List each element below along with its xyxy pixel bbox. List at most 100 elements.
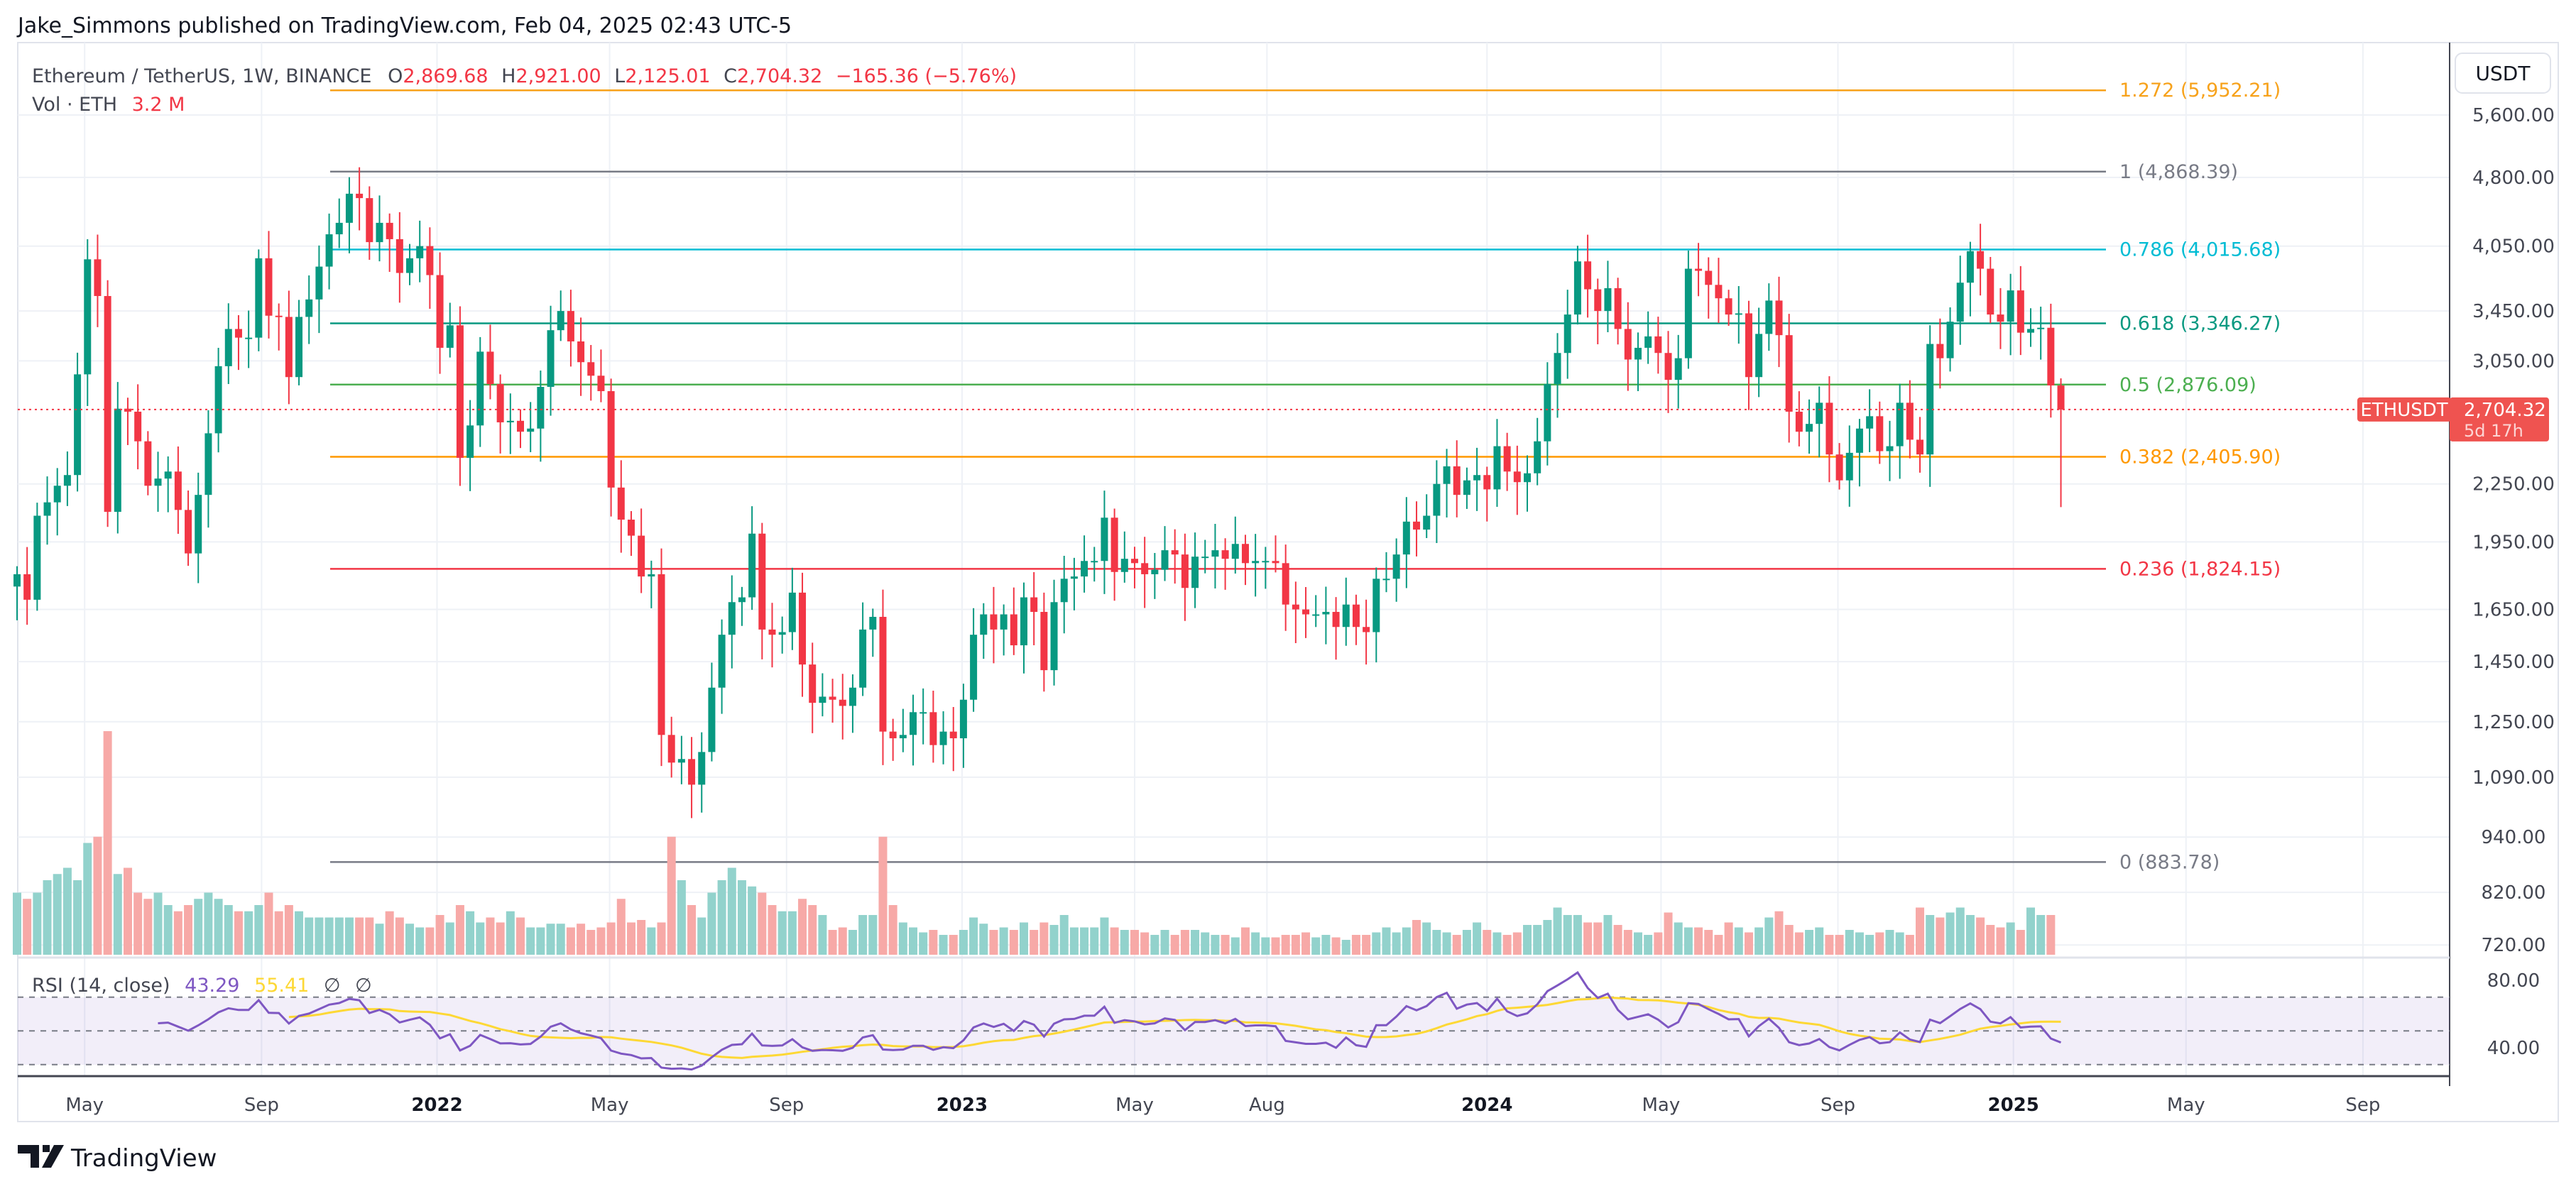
candle-body[interactable] bbox=[1926, 344, 1934, 455]
candle-body[interactable] bbox=[1573, 261, 1581, 315]
candle-body[interactable] bbox=[1584, 261, 1592, 290]
candle-body[interactable] bbox=[245, 337, 253, 339]
candle-body[interactable] bbox=[486, 351, 494, 385]
candle-body[interactable] bbox=[1302, 609, 1310, 615]
candle-body[interactable] bbox=[1332, 612, 1340, 628]
candle-body[interactable] bbox=[1453, 466, 1461, 495]
fib-retracement[interactable]: 1.272 (5,952.21) 1 (4,868.39) 0.786 (4,015… bbox=[330, 80, 2281, 873]
time-axis[interactable]: May Sep 2022 May Sep 2023 May Aug 2024 May Sep 2025… bbox=[65, 1095, 2380, 1116]
candle-body[interactable] bbox=[154, 478, 162, 486]
candle-body[interactable] bbox=[255, 258, 263, 338]
candle-body[interactable] bbox=[597, 376, 605, 392]
candle-body[interactable] bbox=[506, 420, 514, 422]
candle-body[interactable] bbox=[1906, 402, 1914, 440]
candle-body[interactable] bbox=[1876, 416, 1884, 451]
candle-body[interactable] bbox=[1524, 473, 1531, 483]
candle-body[interactable] bbox=[1745, 313, 1752, 378]
candle-body[interactable] bbox=[1956, 283, 1964, 322]
candle-body[interactable] bbox=[547, 330, 555, 388]
candle-body[interactable] bbox=[2047, 327, 2055, 386]
candle-body[interactable] bbox=[376, 222, 383, 243]
candle-body[interactable] bbox=[23, 574, 31, 600]
candle-body[interactable] bbox=[1201, 557, 1209, 559]
candle-body[interactable] bbox=[2027, 329, 2034, 333]
candle-body[interactable] bbox=[587, 362, 595, 376]
candle-body[interactable] bbox=[104, 296, 111, 513]
candle-body[interactable] bbox=[1423, 515, 1431, 530]
candle-body[interactable] bbox=[74, 374, 82, 476]
candle-body[interactable] bbox=[1806, 424, 1813, 432]
candle-body[interactable] bbox=[325, 234, 333, 267]
candle-body[interactable] bbox=[1352, 604, 1360, 628]
candle-body[interactable] bbox=[1503, 446, 1511, 472]
candle-body[interactable] bbox=[416, 246, 424, 258]
candle-body[interactable] bbox=[1130, 559, 1138, 564]
candle-body[interactable] bbox=[809, 664, 817, 703]
candle-body[interactable] bbox=[748, 533, 756, 598]
candle-body[interactable] bbox=[859, 629, 867, 688]
candle-body[interactable] bbox=[1392, 554, 1400, 579]
candle-body[interactable] bbox=[1252, 561, 1260, 564]
candle-body[interactable] bbox=[1091, 561, 1098, 563]
candle-body[interactable] bbox=[577, 341, 585, 363]
candle-body[interactable] bbox=[1413, 521, 1421, 530]
candle-body[interactable] bbox=[174, 471, 182, 510]
candle-body[interactable] bbox=[1020, 597, 1027, 646]
candle-body[interactable] bbox=[1241, 544, 1249, 564]
candle-body[interactable] bbox=[1151, 569, 1159, 574]
candle-body[interactable] bbox=[1624, 329, 1632, 360]
candle-body[interactable] bbox=[1936, 344, 1944, 358]
candle-body[interactable] bbox=[224, 329, 232, 366]
candle-body[interactable] bbox=[1110, 517, 1118, 572]
candle-body[interactable] bbox=[1040, 612, 1048, 671]
candle-body[interactable] bbox=[1463, 480, 1470, 495]
candle-body[interactable] bbox=[1604, 287, 1612, 312]
candle-body[interactable] bbox=[1554, 353, 1561, 385]
candle-body[interactable] bbox=[567, 311, 574, 341]
candle-body[interactable] bbox=[1544, 384, 1551, 442]
candle-body[interactable] bbox=[1966, 251, 1974, 283]
candle-body[interactable] bbox=[799, 592, 807, 665]
candle-body[interactable] bbox=[1363, 627, 1370, 632]
candle-body[interactable] bbox=[386, 222, 393, 239]
candle-body[interactable] bbox=[335, 222, 343, 235]
candle-body[interactable] bbox=[1695, 268, 1703, 271]
candle-body[interactable] bbox=[1916, 439, 1924, 455]
candle-body[interactable] bbox=[1896, 402, 1904, 446]
candle-body[interactable] bbox=[94, 259, 102, 297]
candle-body[interactable] bbox=[2037, 327, 2045, 329]
candle-body[interactable] bbox=[345, 193, 353, 223]
candle-body[interactable] bbox=[768, 629, 776, 635]
candle-body[interactable] bbox=[869, 616, 877, 630]
candle-body[interactable] bbox=[939, 731, 947, 745]
candle-body[interactable] bbox=[1141, 563, 1149, 574]
candle-body[interactable] bbox=[1050, 602, 1058, 671]
candle-body[interactable] bbox=[949, 731, 957, 739]
candle-body[interactable] bbox=[305, 299, 313, 317]
candle-body[interactable] bbox=[496, 384, 504, 422]
candle-body[interactable] bbox=[728, 602, 736, 635]
candle-body[interactable] bbox=[1674, 358, 1682, 380]
candle-body[interactable] bbox=[63, 475, 71, 486]
candle-body[interactable] bbox=[1816, 402, 1823, 424]
candle-body[interactable] bbox=[708, 687, 716, 752]
candle-body[interactable] bbox=[2007, 290, 2014, 322]
candle-body[interactable] bbox=[1322, 612, 1330, 615]
candle-body[interactable] bbox=[134, 411, 142, 442]
candle-body[interactable] bbox=[788, 592, 796, 632]
candle-body[interactable] bbox=[446, 325, 454, 348]
candle-body[interactable] bbox=[959, 699, 967, 739]
candle-body[interactable] bbox=[1211, 550, 1219, 557]
candle-body[interactable] bbox=[929, 712, 937, 745]
candle-body[interactable] bbox=[1312, 614, 1320, 616]
candle-body[interactable] bbox=[848, 687, 856, 706]
candle-body[interactable] bbox=[195, 495, 202, 554]
candle-body[interactable] bbox=[466, 425, 474, 458]
candle-body[interactable] bbox=[275, 315, 283, 317]
candle-body[interactable] bbox=[1262, 561, 1270, 563]
candle-body[interactable] bbox=[1473, 475, 1481, 481]
candle-body[interactable] bbox=[13, 574, 21, 587]
candle-body[interactable] bbox=[1070, 576, 1078, 579]
candle-body[interactable] bbox=[426, 246, 434, 275]
candle-body[interactable] bbox=[1292, 604, 1299, 610]
